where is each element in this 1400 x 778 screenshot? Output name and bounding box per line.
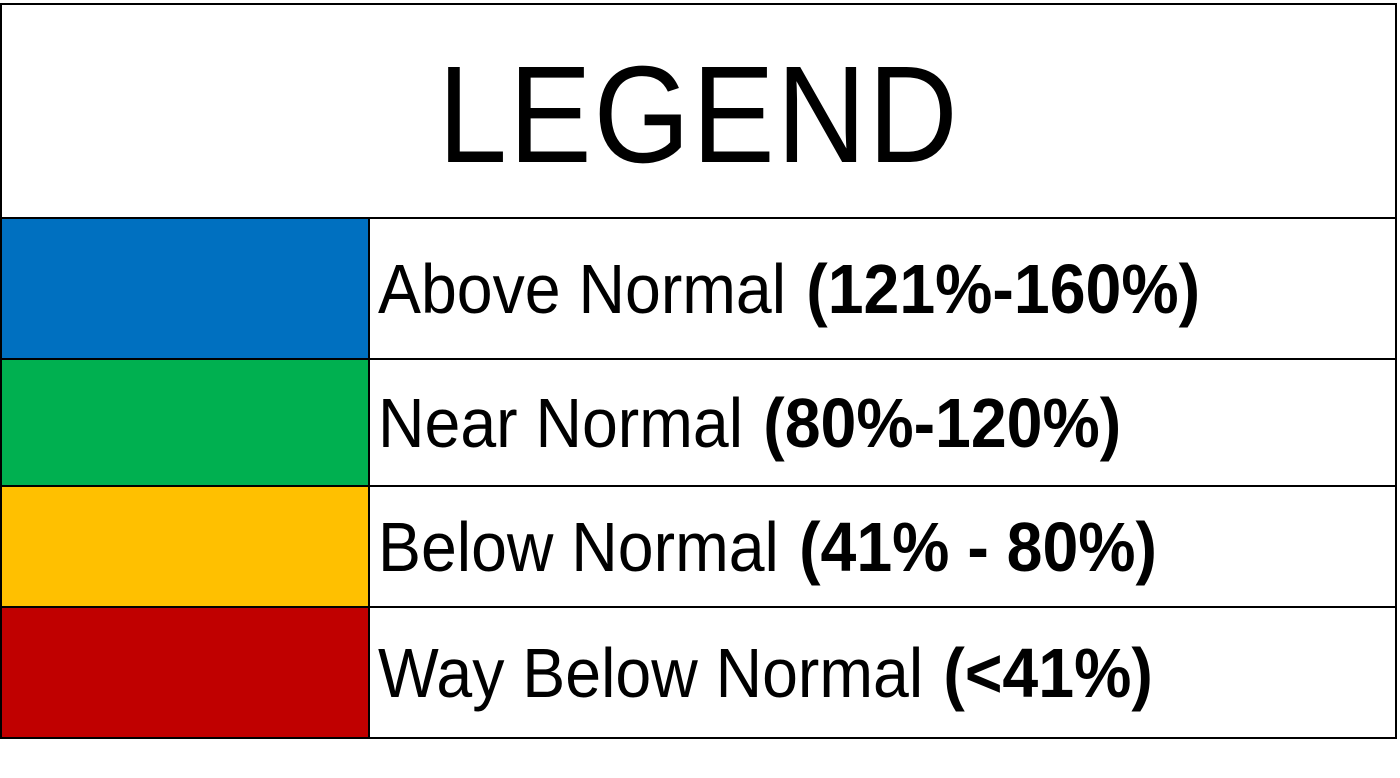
color-swatch-below-normal bbox=[2, 487, 370, 606]
legend-label-below-normal: Below Normal (41% - 80%) bbox=[378, 487, 1157, 606]
legend-header: LEGEND bbox=[2, 5, 1395, 219]
legend-range-text: (121%-160%) bbox=[806, 249, 1201, 328]
color-swatch-above-normal bbox=[2, 219, 370, 358]
legend-row-near-normal: Near Normal (80%-120%) bbox=[2, 360, 1395, 487]
legend-label-text: Below Normal bbox=[378, 507, 779, 586]
legend-label-near-normal: Near Normal (80%-120%) bbox=[378, 360, 1121, 485]
legend-label-text: Way Below Normal bbox=[378, 633, 924, 712]
legend-row-way-below-normal: Way Below Normal (<41%) bbox=[2, 608, 1395, 737]
legend-label-text: Above Normal bbox=[378, 249, 787, 328]
legend-range-text: (41% - 80%) bbox=[799, 507, 1158, 586]
color-swatch-near-normal bbox=[2, 360, 370, 485]
legend-range-text: (<41%) bbox=[943, 633, 1153, 712]
legend-label-way-below-normal: Way Below Normal (<41%) bbox=[378, 608, 1153, 737]
legend-table: LEGEND Above Normal (121%-160%) Near Norm… bbox=[0, 3, 1397, 739]
legend-range-text: (80%-120%) bbox=[763, 383, 1122, 462]
legend-row-above-normal: Above Normal (121%-160%) bbox=[2, 219, 1395, 360]
legend-title: LEGEND bbox=[437, 38, 960, 192]
legend-label-above-normal: Above Normal (121%-160%) bbox=[378, 219, 1200, 358]
legend-row-below-normal: Below Normal (41% - 80%) bbox=[2, 487, 1395, 608]
legend-label-text: Near Normal bbox=[378, 383, 744, 462]
color-swatch-way-below-normal bbox=[2, 608, 370, 737]
